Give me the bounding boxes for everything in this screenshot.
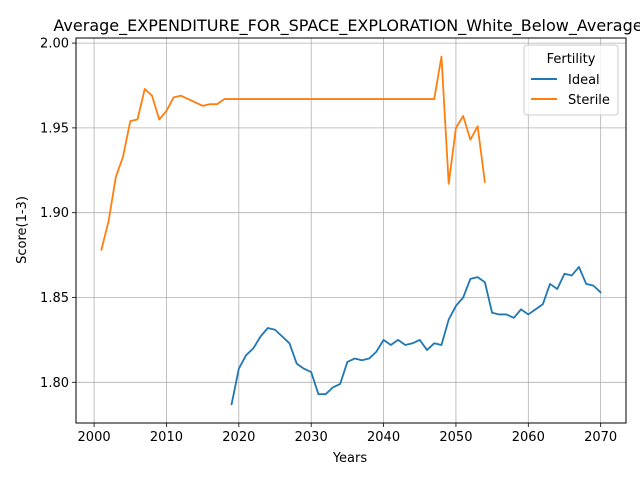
series-line-sterile (100, 55, 486, 251)
x-tick-label: 2030 (295, 430, 328, 445)
y-tick-label: 2.00 (40, 37, 69, 52)
y-tick-label: 1.95 (40, 121, 69, 136)
series-layer (100, 55, 602, 406)
y-axis: 1.80 1.85 1.90 1.95 2.00 (40, 37, 76, 391)
series-line-ideal (230, 266, 602, 406)
x-tick-label: 2000 (78, 430, 111, 445)
legend-title: Fertility (547, 52, 596, 67)
grid (76, 38, 626, 423)
plot-frame (75, 37, 627, 424)
y-axis-label: Score(1-3) (15, 196, 30, 264)
x-axis-label: Years (332, 451, 368, 466)
x-tick-label: 2010 (150, 430, 183, 445)
y-tick-label: 1.85 (40, 291, 69, 306)
x-axis: 2000 2010 2020 2030 2040 2050 2060 2070 (78, 423, 617, 445)
chart-title: Average_EXPENDITURE_FOR_SPACE_EXPLORATIO… (53, 16, 640, 36)
legend-box (523, 44, 619, 116)
x-tick-label: 2070 (584, 430, 617, 445)
y-tick-label: 1.90 (40, 206, 69, 221)
x-tick-label: 2020 (222, 430, 255, 445)
x-tick-label: 2060 (512, 430, 545, 445)
legend: Fertility Ideal Sterile (523, 44, 619, 116)
x-tick-label: 2050 (439, 430, 472, 445)
legend-label-sterile: Sterile (568, 93, 610, 108)
x-tick-label: 2040 (367, 430, 400, 445)
legend-label-ideal: Ideal (568, 73, 600, 88)
y-tick-label: 1.80 (40, 376, 69, 391)
